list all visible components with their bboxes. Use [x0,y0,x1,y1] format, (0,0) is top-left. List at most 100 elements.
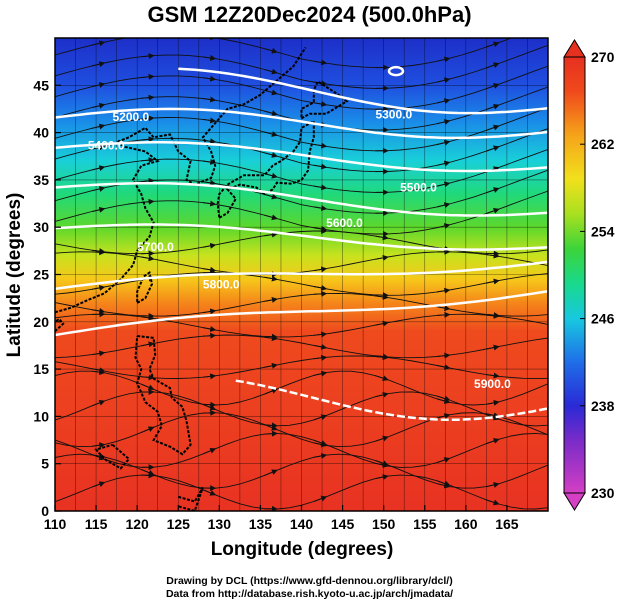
wind-arrow [313,266,328,273]
colorbar-bottom-arrow [563,492,586,511]
wind-arrow [436,457,451,463]
wind-arrow [375,234,389,241]
wind-arrow [141,73,155,80]
x-tick-label: 115 [85,516,108,532]
wind-arrow [264,388,278,395]
wind-arrow [148,38,155,39]
wind-arrow [486,399,500,406]
credits-line-2: Data from http://database.rish.kyoto-u.a… [165,588,454,600]
geopotential-contour [178,67,548,115]
contour-label: 5600.0 [326,216,363,230]
wind-arrow [437,305,451,312]
wind-arrow [313,343,328,350]
wind-arrow [202,242,217,249]
streamline [55,44,548,89]
coastline [55,46,307,314]
wind-arrow [91,206,106,213]
wind-arrow [375,320,389,327]
y-tick-label: 35 [33,172,49,188]
wind-arrow [375,474,389,481]
contour-label: 5200.0 [113,110,150,124]
wind-arrow [313,225,328,232]
x-tick-label: 150 [372,516,396,532]
wind-arrow [91,61,106,68]
wind-arrow [202,489,217,496]
wind-arrow [486,499,500,506]
y-tick-label: 45 [33,77,49,93]
wind-arrow [141,157,155,164]
wind-arrow [264,275,278,282]
colorbar: 230 238 246 254 262 270 [563,39,615,511]
wind-arrow [264,131,278,137]
wind-arrow [202,403,217,411]
wind-arrow [436,98,451,105]
geopotential-contour [55,141,548,173]
streamline [55,391,548,427]
wind-arrow [436,160,451,167]
wind-arrow [91,442,106,449]
wind-arrow [313,354,328,361]
colorbar-tick-label: 246 [591,311,615,327]
wind-arrow [375,391,389,398]
wind-arrow [202,117,217,124]
wind-arrow [313,205,328,212]
geopotential-contour [55,223,548,251]
wind-arrow [141,177,155,184]
contour-label: 5800.0 [203,278,240,292]
wind-arrow [486,103,500,110]
wind-arrow [486,41,500,48]
wind-arrow [202,373,217,380]
streamline [55,412,548,448]
wind-arrow [375,462,389,468]
contour-label: 5900.0 [474,377,511,391]
wind-arrow [436,223,451,229]
wind-arrow [436,56,451,63]
coastline [300,80,349,120]
wind-arrow [264,89,278,96]
wind-arrow [313,184,328,191]
y-tick-label: 30 [33,219,49,235]
wind-arrow [91,123,106,130]
wind-arrow [264,151,278,158]
wind-arrow [141,94,155,101]
streamline [55,432,548,468]
coastline [134,335,192,456]
wind-arrow [313,290,328,297]
wind-arrow [91,82,106,88]
low-center-contour [387,65,405,77]
wind-arrow [313,163,328,170]
wind-arrow [313,142,328,149]
colorbar-tick-label: 262 [591,136,615,152]
x-tick-label: 160 [454,516,478,532]
colorbar-top-arrow [563,39,586,58]
contour-label: 5300.0 [375,107,412,121]
coastline [216,119,315,219]
wind-arrow [436,119,451,125]
wind-arrow [202,200,217,207]
coastline [136,270,154,304]
wind-arrow [91,248,106,255]
wind-arrow [202,266,217,273]
wind-arrow [437,287,451,294]
x-tick-label: 135 [249,516,273,532]
x-tick-label: 140 [290,516,314,532]
wind-arrow [486,124,500,131]
x-tick-label: 120 [125,516,149,532]
wind-arrow [436,202,451,209]
wind-arrow [202,326,217,332]
wind-arrow [91,400,106,407]
wind-arrow [141,255,155,262]
coastline [94,443,131,470]
colorbar-tick-label: 230 [591,485,615,501]
wind-arrow [313,370,328,377]
wind-arrow [91,186,106,192]
wind-arrow [486,187,500,194]
colorbar-tick-label: 270 [591,49,615,65]
streamline [55,313,548,338]
wind-arrow [202,401,217,408]
wind-arrow [264,193,278,200]
wind-arrow [91,367,106,374]
wind-arrow [313,495,328,502]
wind-arrow [264,47,278,54]
